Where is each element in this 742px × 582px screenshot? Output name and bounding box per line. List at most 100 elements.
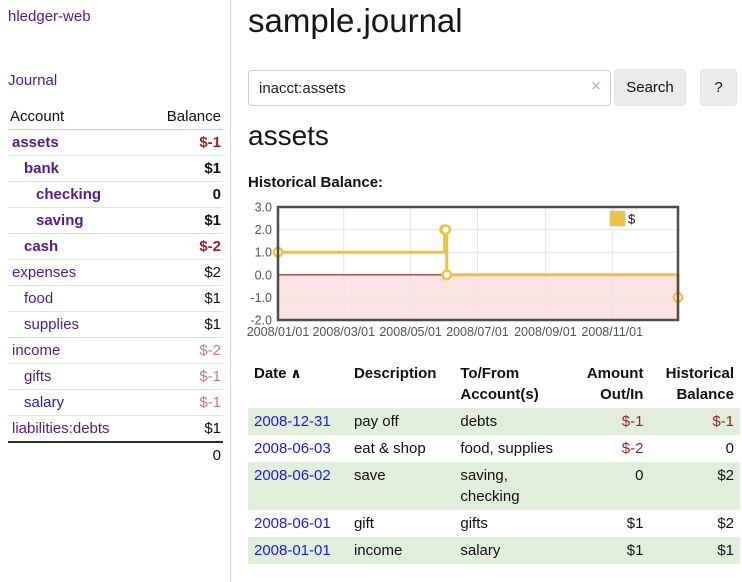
svg-text:2008/11/01: 2008/11/01	[581, 325, 643, 339]
svg-text:2008/05/01: 2008/05/01	[379, 325, 442, 339]
transaction-amount: 0	[635, 467, 644, 484]
account-balance: $-1	[199, 394, 221, 411]
svg-text:2008/09/01: 2008/09/01	[514, 325, 577, 339]
sidebar: hledger-web Journal Account Balance asse…	[0, 0, 231, 582]
transaction-row: 2008-06-01 gift gifts $1 $2	[248, 510, 740, 537]
page-title: sample.journal	[248, 2, 463, 39]
brand-link[interactable]: hledger-web	[8, 8, 91, 25]
svg-text:2.0: 2.0	[255, 223, 272, 237]
svg-text:-1.0: -1.0	[250, 291, 272, 305]
account-balance: $-2	[199, 238, 221, 255]
account-row: food $1	[8, 285, 223, 312]
svg-text:1.0: 1.0	[255, 246, 272, 260]
transaction-description: income	[353, 542, 403, 559]
account-balance: $-2	[199, 342, 221, 359]
sidebar-account-link[interactable]: cash	[24, 238, 59, 255]
transaction-row: 2008-06-02 save saving, checking 0 $2	[248, 462, 740, 510]
transaction-description: pay off	[353, 413, 399, 430]
chart-title: Historical Balance:	[248, 174, 384, 191]
account-row: assets $-1	[8, 130, 223, 156]
account-row: salary $-1	[8, 389, 223, 416]
search-button[interactable]: Search	[614, 69, 686, 106]
sidebar-account-link[interactable]: gifts	[24, 368, 52, 385]
sidebar-account-link[interactable]: food	[24, 290, 54, 307]
account-balance: $-1	[199, 134, 221, 151]
sidebar-account-link[interactable]: checking	[36, 186, 102, 203]
search-input[interactable]	[248, 70, 611, 106]
sidebar-account-link[interactable]: bank	[24, 160, 60, 177]
account-balance: $-1	[199, 368, 221, 385]
account-balance: $1	[204, 290, 221, 307]
main-content: sample.journal × Search ? assets Histori…	[247, 0, 742, 582]
sidebar-account-link[interactable]: salary	[24, 394, 65, 411]
svg-text:-2.0: -2.0	[250, 314, 272, 328]
account-row: cash $-2	[8, 233, 223, 260]
register-header-description: Description	[353, 365, 437, 382]
transaction-accounts: saving, checking	[460, 467, 520, 505]
transaction-balance: 0	[725, 440, 734, 457]
transaction-date-link[interactable]: 2008-06-01	[254, 515, 331, 532]
sidebar-account-link[interactable]: supplies	[24, 316, 80, 333]
transaction-description: save	[353, 467, 386, 484]
sidebar-account-link[interactable]: expenses	[12, 264, 77, 281]
accounts-header-account: Account	[10, 108, 65, 125]
register-header-date[interactable]: Date ∧	[254, 365, 302, 382]
transaction-row: 2008-01-01 income salary $1 $1	[248, 537, 740, 564]
transaction-balance: $2	[717, 515, 734, 532]
account-row: gifts $-1	[8, 363, 223, 390]
svg-text:$: $	[628, 212, 636, 227]
transaction-date-link[interactable]: 2008-06-02	[254, 467, 331, 484]
account-balance: $1	[204, 420, 221, 437]
account-row: checking 0	[8, 181, 223, 208]
transaction-accounts: debts	[460, 413, 498, 430]
transaction-accounts: food, supplies	[460, 440, 553, 457]
transaction-balance: $-1	[712, 413, 734, 430]
transaction-amount: $-2	[621, 440, 644, 457]
account-balance: 0	[212, 186, 221, 203]
transaction-accounts: gifts	[460, 515, 488, 532]
transaction-amount: $1	[626, 542, 644, 559]
transaction-description: gift	[353, 515, 374, 532]
sidebar-account-rows: assets $-1 bank $1 checking 0 saving $1 cash $-2 e…	[8, 130, 223, 443]
transaction-balance: $1	[717, 542, 734, 559]
account-balance: $1	[204, 160, 221, 177]
accounts-header-row: Account Balance	[8, 104, 223, 130]
transaction-date-link[interactable]: 2008-12-31	[254, 413, 331, 430]
sidebar-account-link[interactable]: assets	[12, 134, 59, 151]
register-header-row: Date ∧ Description To/From Account(s) Amount…	[248, 360, 740, 408]
accounts-total-balance: 0	[212, 447, 221, 464]
account-row: supplies $1	[8, 311, 223, 338]
transaction-row: 2008-12-31 pay off debts $-1 $-1	[248, 408, 740, 435]
register-rows: 2008-12-31 pay off debts $-1 $-1 2008-06-03 ea…	[248, 408, 740, 564]
transaction-amount: $-1	[621, 413, 644, 430]
register-header-amount-outin: Amount Out/In	[586, 365, 644, 403]
register-header-tofrom-accounts: To/From Account(s)	[460, 365, 539, 403]
transaction-balance: $2	[717, 467, 734, 484]
sidebar-account-link[interactable]: saving	[36, 212, 84, 229]
svg-text:2008/01/01: 2008/01/01	[247, 325, 310, 339]
sort-ascending-icon: ∧	[286, 365, 302, 381]
transaction-date-link[interactable]: 2008-06-03	[254, 440, 331, 457]
transaction-accounts: salary	[460, 542, 501, 559]
sidebar-account-link[interactable]: liabilities:debts	[12, 420, 110, 437]
account-balance: $1	[204, 316, 221, 333]
sidebar-account-link[interactable]: income	[12, 342, 61, 359]
help-button[interactable]: ?	[700, 69, 737, 106]
account-heading: assets	[248, 120, 329, 151]
accounts-header-balance: Balance	[166, 108, 221, 125]
account-row: liabilities:debts $1	[8, 415, 223, 443]
transaction-row: 2008-06-03 eat & shop food, supplies $-2 0	[248, 435, 740, 462]
search-bar: × Search ?	[248, 69, 742, 107]
account-row: expenses $2	[8, 259, 223, 286]
account-row: saving $1	[8, 207, 223, 234]
account-balance: $1	[204, 212, 221, 229]
account-row: income $-2	[8, 337, 223, 364]
accounts-total-row: 0	[8, 442, 223, 468]
svg-text:2008/03/01: 2008/03/01	[312, 325, 375, 339]
svg-text:0.0: 0.0	[255, 268, 272, 282]
sidebar-item-journal[interactable]: Journal	[8, 72, 58, 89]
transaction-date-link[interactable]: 2008-01-01	[254, 542, 331, 559]
clear-search-icon[interactable]: ×	[591, 78, 601, 95]
register-table: Date ∧ Description To/From Account(s) Amount…	[248, 360, 740, 564]
